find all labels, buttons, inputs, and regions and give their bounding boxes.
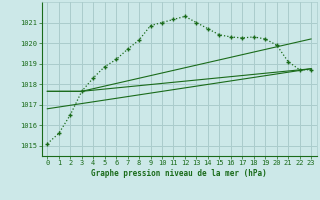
- X-axis label: Graphe pression niveau de la mer (hPa): Graphe pression niveau de la mer (hPa): [91, 169, 267, 178]
